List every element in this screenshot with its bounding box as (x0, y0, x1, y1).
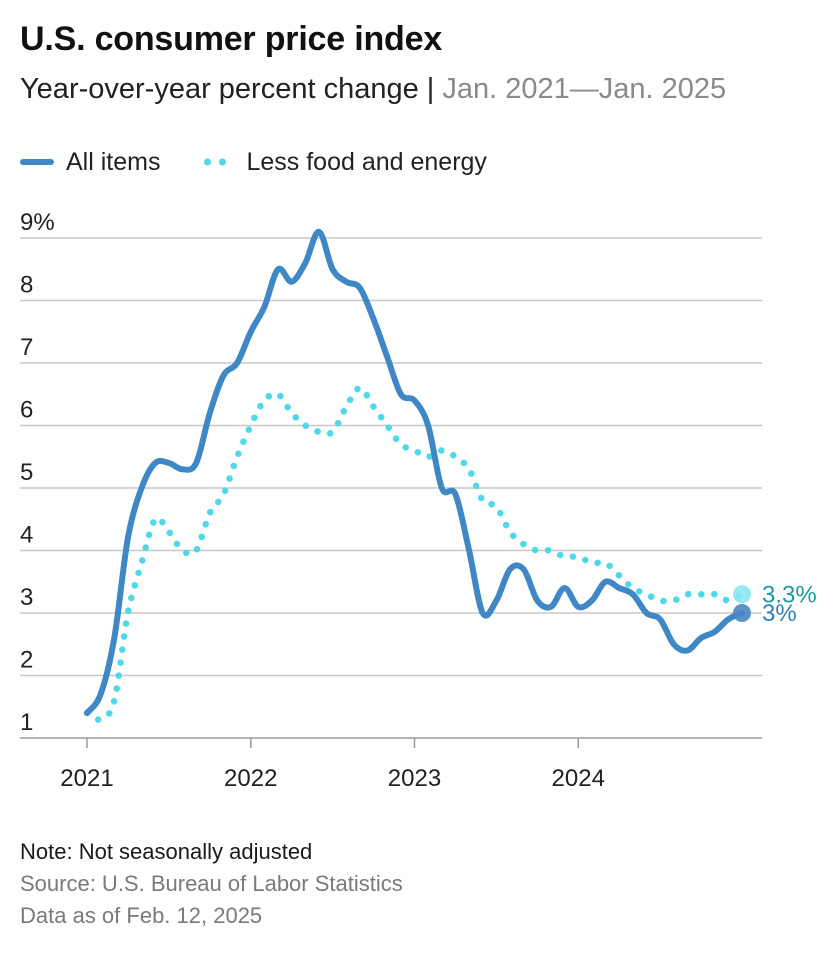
y-tick-label: 4 (20, 522, 33, 549)
note-text: Note: Not seasonally adjusted (20, 839, 313, 864)
chart-title: U.S. consumer price index (20, 20, 443, 58)
chart-subtitle: Year-over-year percent change | Jan. 202… (20, 73, 726, 106)
y-tick-label: 1 (20, 709, 33, 736)
x-tick-label: 2023 (388, 765, 441, 792)
x-tick-label: 2024 (552, 765, 605, 792)
y-tick-label: 8 (20, 272, 33, 299)
series-line-less-food-energy (83, 384, 746, 723)
subtitle-text: Year-over-year percent change (20, 73, 419, 105)
legend-label-all-items: All items (66, 147, 161, 176)
x-tick-label: 2022 (224, 765, 277, 792)
y-tick-label: 7 (20, 334, 33, 361)
y-tick-label: 3 (20, 584, 33, 611)
legend-swatch-less-food-energy (200, 158, 231, 166)
end-label-less-food-energy: 3.3% (762, 581, 817, 608)
legend-label-less-food-energy: Less food and energy (246, 147, 487, 176)
y-tick-label: 9% (20, 209, 55, 236)
source-text: Source: U.S. Bureau of Labor Statistics (20, 871, 403, 896)
data-date-text: Data as of Feb. 12, 2025 (20, 903, 263, 928)
y-tick-label: 6 (20, 397, 33, 424)
legend-swatch-all-items (20, 159, 54, 165)
legend-item-all-items: All items (20, 148, 160, 177)
y-tick-label: 5 (20, 459, 33, 486)
chart-notes: Note: Not seasonally adjusted Source: U.… (20, 836, 403, 932)
x-tick-label: 2021 (60, 765, 113, 792)
end-marker-less-food-energy (733, 585, 751, 604)
legend-item-less-food-energy: Less food and energy (200, 147, 487, 177)
chart-legend: All items Less food and energy (20, 146, 487, 178)
subtitle-date-range: Jan. 2021—Jan. 2025 (442, 73, 727, 105)
series-line-all-items (84, 228, 745, 716)
end-marker-all-items (733, 604, 751, 622)
y-tick-label: 2 (20, 647, 33, 674)
end-label-all-items: 3% (762, 600, 797, 627)
subtitle-separator: | (426, 73, 435, 105)
